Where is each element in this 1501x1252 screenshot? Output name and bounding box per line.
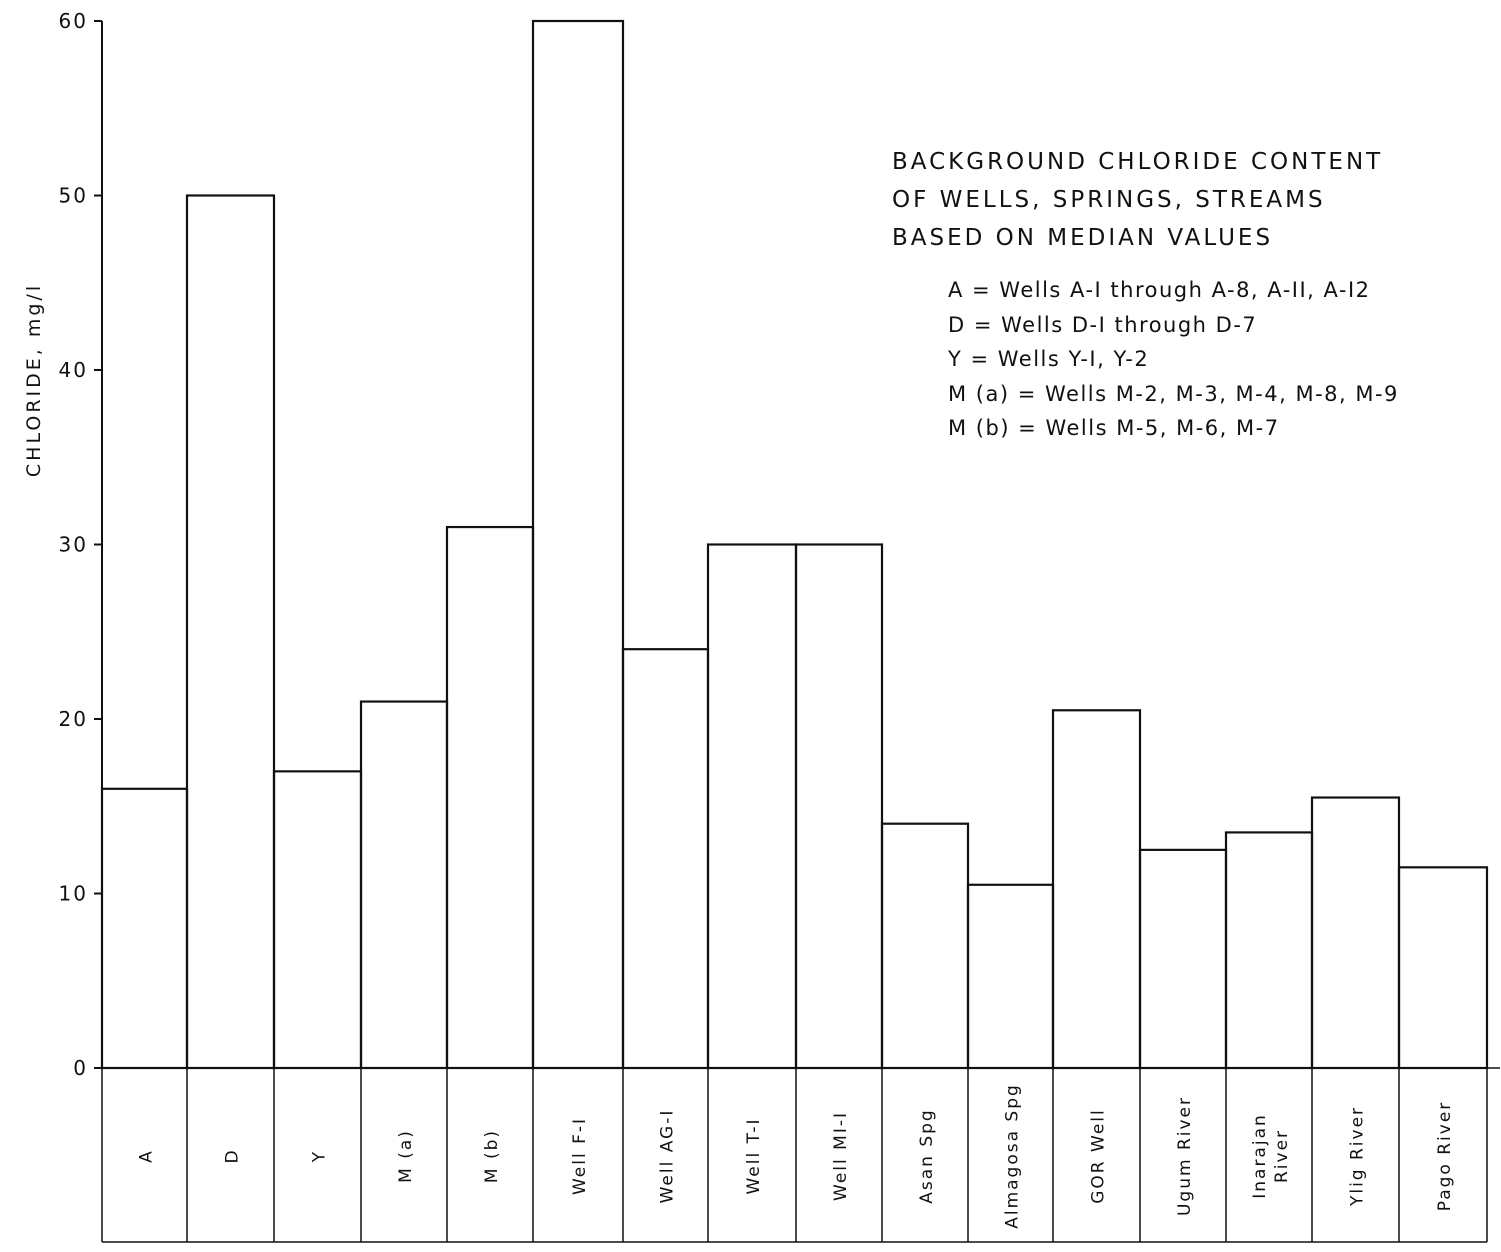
category-label: Asan Spg (917, 1108, 937, 1203)
category-label: Ylig River (1348, 1106, 1368, 1207)
category-label: Y (310, 1150, 330, 1163)
bar (1310, 796, 1401, 1070)
legend-entry: D = Wells D-I through D-7 (948, 312, 1258, 337)
legend-entry: M (a) = Wells M-2, M-3, M-4, M-8, M-9 (948, 381, 1399, 406)
y-tick-label: 30 (59, 533, 88, 557)
bar (1051, 709, 1142, 1070)
category-label: GOR Well (1089, 1108, 1109, 1204)
category-label: Ugum River (1175, 1096, 1195, 1216)
bar (880, 822, 970, 1070)
bar (445, 525, 535, 1070)
bar (706, 543, 798, 1070)
bar (185, 194, 276, 1070)
legend-entry: M (b) = Wells M-5, M-6, M-7 (948, 416, 1280, 440)
category-label: Well MI-I (831, 1111, 851, 1201)
legend-entry: Y = Wells Y-I, Y-2 (948, 347, 1150, 371)
y-tick-label: 40 (59, 358, 88, 382)
category-label: Well AG-I (658, 1109, 678, 1204)
bar (1224, 831, 1314, 1070)
chart-annotation: BACKGROUND CHLORIDE CONTENT OF WELLS, SP… (892, 143, 1492, 446)
bar (272, 770, 363, 1070)
bar (531, 19, 625, 1070)
category-label: D (223, 1148, 243, 1163)
category-label: Well F-I (570, 1117, 590, 1195)
bar (100, 787, 189, 1070)
bar (1397, 866, 1489, 1070)
legend-entry: A = Wells A-I through A-8, A-II, A-I2 (948, 278, 1371, 302)
category-label: Well T-I (744, 1117, 764, 1194)
category-label: River (1272, 1129, 1292, 1183)
chart-title-line-3: BASED ON MEDIAN VALUES (892, 225, 1274, 251)
category-label: Almagosa Spg (1003, 1083, 1023, 1229)
bar (794, 543, 884, 1070)
category-label: Pago River (1435, 1101, 1455, 1212)
category-label: Inarajan (1250, 1113, 1270, 1199)
y-axis-label: CHLORIDE, mg/l (23, 283, 45, 477)
y-tick-label: 10 (59, 882, 88, 906)
y-tick-label: 0 (73, 1056, 88, 1080)
bars (100, 19, 1489, 1070)
chart-title-line-1: BACKGROUND CHLORIDE CONTENT (892, 149, 1384, 175)
chart-title-line-2: OF WELLS, SPRINGS, STREAMS (892, 187, 1326, 213)
category-label: M (a) (396, 1129, 416, 1183)
category-label: M (b) (482, 1129, 502, 1183)
y-tick-label: 50 (59, 184, 88, 208)
y-tick-label: 20 (59, 707, 88, 731)
bar (359, 700, 449, 1070)
bar (1138, 848, 1228, 1070)
category-label: A (137, 1149, 157, 1163)
category-labels: A D Y M (a) M (b) Well F-I Well AG-I Well T-I We… (101, 1068, 1488, 1243)
legend: A = Wells A-I through A-8, A-II, A-I2 D … (948, 273, 1492, 446)
bar (621, 648, 710, 1070)
bar (966, 883, 1055, 1070)
y-tick-label: 60 (59, 9, 88, 33)
